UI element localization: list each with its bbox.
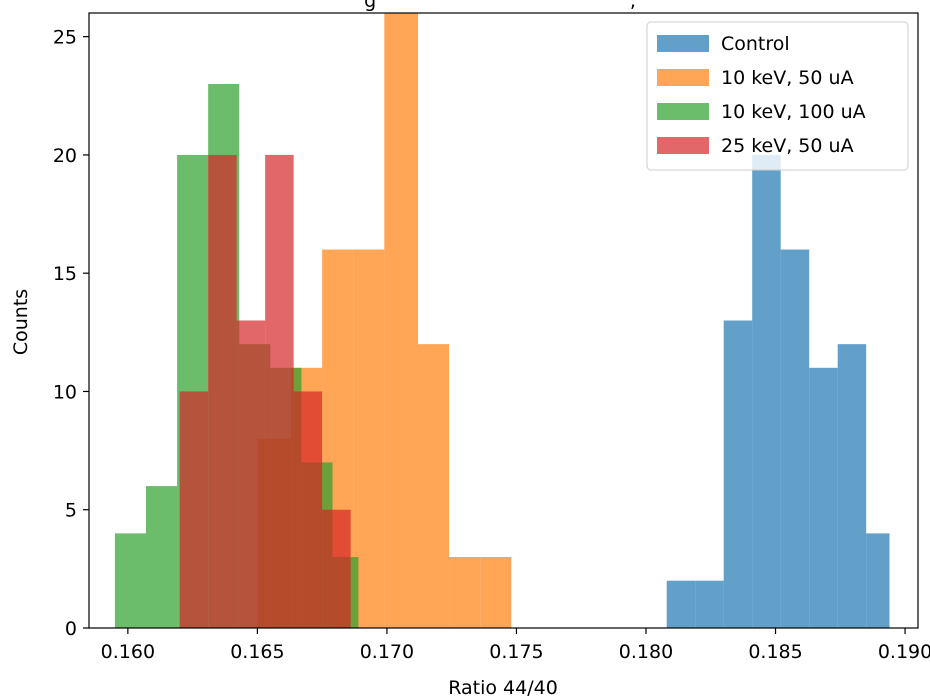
- histogram-bar: [418, 344, 450, 628]
- histogram-bar: [114, 533, 146, 628]
- legend-swatch: [657, 35, 709, 52]
- y-tick-label: 0: [65, 618, 77, 640]
- histogram-bar: [236, 320, 266, 628]
- x-tick-label: 0.160: [101, 641, 155, 663]
- axes: 0.160 0.165 0.170 0.175 0.180 0.185 0.190 0 5 10 1…: [53, 12, 930, 663]
- legend-swatch: [657, 103, 709, 120]
- legend-label: Control: [721, 33, 790, 55]
- series-3: [179, 154, 351, 628]
- legend-label: 10 keV, 50 uA: [721, 67, 854, 89]
- legend: Control 10 keV, 50 uA 10 keV, 100 uA 25 keV…: [646, 21, 909, 171]
- y-tick-label: 10: [53, 381, 77, 403]
- x-axis-label: Ratio 44/40: [448, 677, 558, 699]
- histogram-bar: [723, 320, 753, 628]
- chart-title: g ,: [364, 0, 636, 12]
- legend-label: 10 keV, 100 uA: [721, 101, 866, 123]
- legend-swatch: [657, 137, 709, 154]
- legend-swatch: [657, 69, 709, 86]
- x-tick-label: 0.175: [489, 641, 543, 663]
- histogram-bar: [837, 344, 867, 628]
- histogram-bar: [322, 509, 351, 628]
- y-tick-label: 5: [65, 500, 77, 522]
- y-axis-label: Counts: [10, 289, 32, 355]
- histogram-bar: [752, 154, 781, 628]
- histogram-bar: [695, 580, 724, 628]
- x-tick-label: 0.165: [230, 641, 284, 663]
- series-0: [666, 154, 890, 628]
- x-tick-label: 0.180: [619, 641, 673, 663]
- histogram-bar: [208, 154, 237, 628]
- y-tick-label: 20: [53, 145, 77, 167]
- histogram-bar: [780, 249, 810, 628]
- histogram-bar: [145, 486, 178, 628]
- histogram-bar: [666, 580, 696, 628]
- histogram-bar: [866, 533, 890, 628]
- legend-label: 25 keV, 50 uA: [721, 135, 854, 157]
- y-tick-label: 25: [53, 27, 77, 49]
- histogram-bar: [179, 391, 209, 628]
- histogram-bar: [293, 391, 323, 628]
- histogram-bar: [265, 154, 294, 628]
- chart-title-text: g ,: [364, 0, 636, 12]
- x-tick-label: 0.190: [878, 641, 930, 663]
- y-tick-label: 15: [53, 263, 77, 285]
- legend-box: [646, 21, 909, 171]
- histogram-bar: [384, 13, 419, 628]
- histogram-bar: [449, 557, 481, 628]
- x-tick-label: 0.170: [360, 641, 414, 663]
- histogram-bar: [809, 367, 838, 628]
- histogram-bar: [480, 557, 512, 628]
- plot-frame: [88, 12, 919, 629]
- bars-layer: [114, 13, 890, 628]
- x-tick-label: 0.185: [748, 641, 802, 663]
